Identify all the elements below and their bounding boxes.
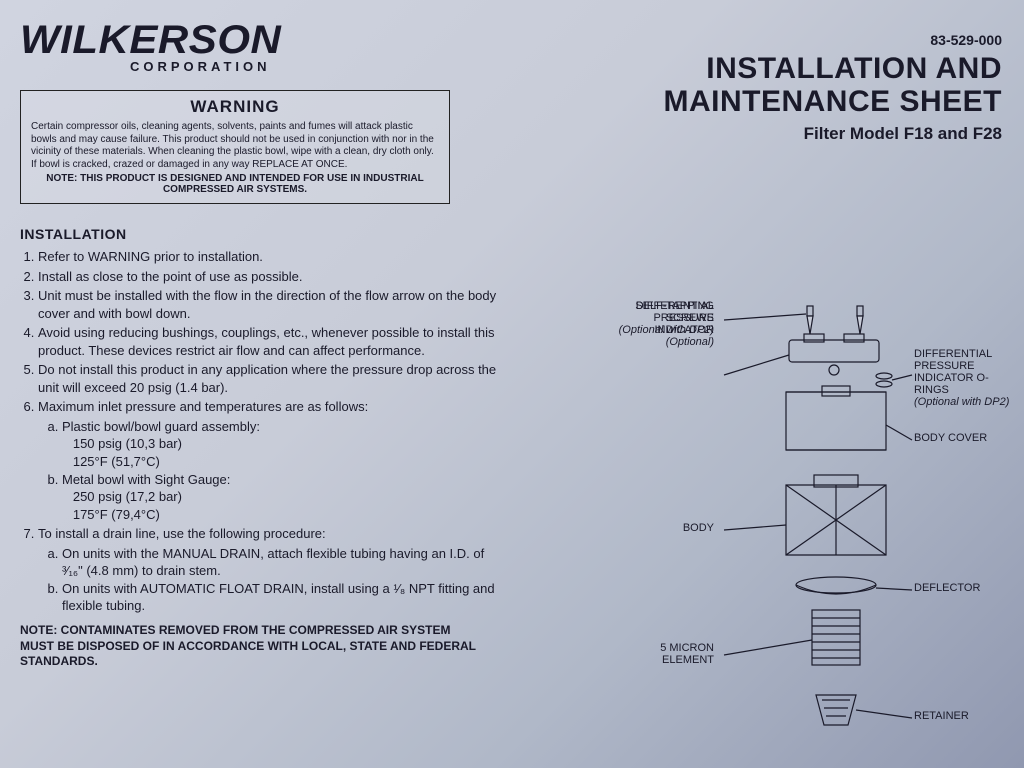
label-deflector: DEFLECTOR bbox=[914, 582, 980, 594]
install-step: Refer to WARNING prior to installation. bbox=[38, 248, 500, 266]
install-note: NOTE: CONTAMINATES REMOVED FROM THE COMP… bbox=[20, 623, 480, 670]
retainer-icon bbox=[816, 695, 856, 725]
install-step: Maximum inlet pressure and temperatures … bbox=[38, 398, 500, 523]
element-icon bbox=[812, 610, 860, 665]
body-icon bbox=[786, 475, 886, 555]
label-element: 5 MICRON ELEMENT bbox=[660, 642, 714, 666]
install-substep: Metal bowl with Sight Gauge: 250 psig (1… bbox=[62, 471, 500, 524]
label-dpo: DIFFERENTIAL PRESSURE INDICATOR O-RINGS … bbox=[914, 348, 1014, 408]
warning-note: NOTE: THIS PRODUCT IS DESIGNED AND INTEN… bbox=[31, 173, 439, 195]
warning-box: WARNING Certain compressor oils, cleanin… bbox=[20, 90, 450, 204]
label-dpi: DIFFERENTIAL PRESSURE INDICATOR (Optiona… bbox=[636, 300, 714, 348]
install-step: Install as close to the point of use as … bbox=[38, 268, 500, 286]
exploded-diagram: SELF-TAPPING SCREWS (Optional with DP2) … bbox=[554, 300, 1014, 760]
install-step: Unit must be installed with the flow in … bbox=[38, 287, 500, 322]
installation-heading: INSTALLATION bbox=[20, 226, 1004, 242]
label-body-cover: BODY COVER bbox=[914, 432, 987, 444]
warning-heading: WARNING bbox=[31, 97, 439, 117]
screw-icon bbox=[807, 306, 863, 334]
install-substep: Plastic bowl/bowl guard assembly: 150 ps… bbox=[62, 418, 500, 471]
install-substep: On units with the MANUAL DRAIN, attach f… bbox=[62, 545, 500, 580]
install-step: Avoid using reducing bushings, couplings… bbox=[38, 324, 500, 359]
install-substep: On units with AUTOMATIC FLOAT DRAIN, ins… bbox=[62, 580, 500, 615]
install-step: Do not install this product in any appli… bbox=[38, 361, 500, 396]
doc-subtitle: Filter Model F18 and F28 bbox=[663, 124, 1002, 144]
doc-title: INSTALLATION AND MAINTENANCE SHEET bbox=[663, 52, 1002, 118]
install-step: To install a drain line, use the followi… bbox=[38, 525, 500, 615]
body-cover-icon bbox=[786, 386, 886, 450]
dp-indicator-icon bbox=[789, 334, 892, 387]
installation-list: Refer to WARNING prior to installation. … bbox=[20, 248, 500, 615]
label-body: BODY bbox=[683, 522, 714, 534]
deflector-icon bbox=[796, 577, 876, 594]
warning-body: Certain compressor oils, cleaning agents… bbox=[31, 121, 439, 171]
label-retainer: RETAINER bbox=[914, 710, 969, 722]
part-number: 83-529-000 bbox=[663, 32, 1002, 48]
document-header: 83-529-000 INSTALLATION AND MAINTENANCE … bbox=[663, 32, 1002, 144]
